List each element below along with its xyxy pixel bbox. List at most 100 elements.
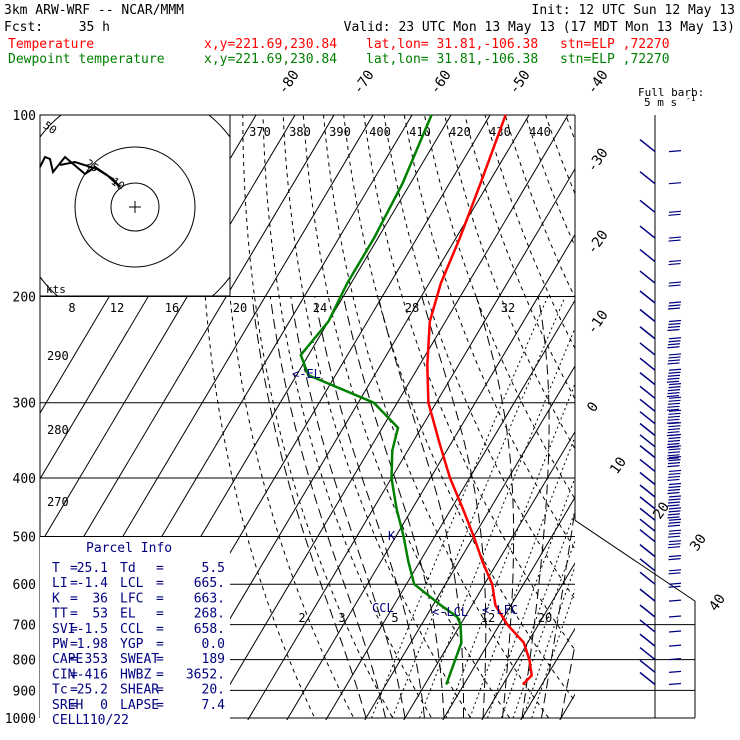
parcel-info-cell: Td xyxy=(120,561,136,576)
isotherm-line xyxy=(208,115,569,720)
wind-barb xyxy=(639,308,682,332)
parcel-info-cell: = xyxy=(70,652,78,667)
wind-barb-flag xyxy=(668,521,681,524)
wind-barb-flag xyxy=(667,359,681,362)
theta-left-label: 270 xyxy=(47,495,69,509)
wind-barb-flag xyxy=(668,582,682,585)
parcel-info-cell: CAPE xyxy=(52,652,83,667)
dry-adiabat xyxy=(383,115,575,601)
wind-barb-flag xyxy=(668,213,681,216)
wind-barb-flag xyxy=(666,457,680,460)
wind-barb-staff xyxy=(639,619,656,633)
wind-barb-flag xyxy=(667,535,681,538)
wind-barb-flag xyxy=(667,428,681,431)
barb-scale-unit-exponent: -1 xyxy=(686,94,696,103)
moist-adiabat xyxy=(251,296,367,719)
pressure-tick-label: 600 xyxy=(13,578,36,593)
theta-label: 380 xyxy=(289,125,311,139)
temperature-trace xyxy=(426,114,534,686)
parcel-info-cell: 268. xyxy=(194,607,225,622)
isotherm-line xyxy=(442,496,575,720)
wind-barb xyxy=(639,471,682,495)
mixing-ratio-line xyxy=(487,476,575,719)
hodograph-ring-label-25: 25 xyxy=(83,157,101,175)
isotherm-line xyxy=(325,299,575,720)
wind-barb-flag xyxy=(668,510,681,513)
parcel-info-cell: CELL xyxy=(52,713,83,728)
wind-barb-flag xyxy=(667,513,681,516)
dry-adiabat xyxy=(262,115,434,720)
wind-barb-flag xyxy=(667,343,681,346)
wind-barb-flag xyxy=(667,346,680,349)
wind-barb-flag xyxy=(667,402,681,405)
wind-barb-staff xyxy=(639,588,656,602)
dry-adiabat xyxy=(565,115,575,142)
wind-barb xyxy=(639,372,682,398)
isotherm-label: -30 xyxy=(584,145,612,175)
wind-barb-staff xyxy=(639,659,656,673)
wind-barb-staff xyxy=(639,290,656,304)
parcel-info-cell: = xyxy=(70,607,78,622)
wind-barb-flag xyxy=(668,262,681,266)
isotherm-label: 20 xyxy=(650,499,673,522)
pressure-tick-label: 500 xyxy=(13,530,36,545)
wind-barb-flag xyxy=(668,353,682,356)
wind-barb-staff xyxy=(639,646,656,661)
wind-barb-flag xyxy=(668,445,682,448)
wind-barb-flag xyxy=(668,448,681,451)
wind-barb-flag xyxy=(668,456,682,459)
wind-barb-flag xyxy=(668,532,681,535)
parcel-info-cell: PW xyxy=(52,637,68,652)
parcel-info-cell: = xyxy=(156,667,164,682)
wind-barb-flag xyxy=(668,682,682,686)
mixing-ratio-label: 8 xyxy=(68,301,75,315)
parcel-info-cell: CCL xyxy=(120,622,144,637)
parcel-info-cell: YGP xyxy=(120,637,144,652)
dry-adiabat xyxy=(423,115,575,500)
wind-barb xyxy=(639,507,682,527)
legend-dewpoint-xy: x,y=221.69,230.84 xyxy=(204,52,337,67)
init-time: Init: 12 UTC Sun 12 May 13 xyxy=(532,3,736,18)
isotherm-label: 0 xyxy=(584,399,602,415)
wind-barb-flag xyxy=(668,436,681,440)
moist-adiabat xyxy=(290,296,406,719)
wind-barb-flag xyxy=(668,150,682,153)
mixing-ratio-line xyxy=(371,296,549,719)
wind-barb-flag xyxy=(667,415,681,418)
wind-barb-flag xyxy=(668,495,682,498)
wind-barb xyxy=(639,571,682,588)
k-index-label: K xyxy=(388,529,396,543)
wind-barb-staff xyxy=(639,434,656,448)
parcel-info-box: Parcel Info T =25.1 Td = 5.5LI =-1.4 LCL = 665.K… xyxy=(40,537,230,728)
wind-barb-staff xyxy=(639,411,656,425)
theta-label: 370 xyxy=(249,125,271,139)
isotherm-label: -10 xyxy=(584,307,612,337)
dry-adiabat xyxy=(403,115,575,550)
wind-barb xyxy=(639,139,682,153)
wind-barb xyxy=(639,270,682,287)
wind-barb-flag xyxy=(667,462,681,465)
mixing-ratio-label: 24 xyxy=(313,301,327,315)
wind-barb-flag xyxy=(668,371,681,374)
moist-adiabat xyxy=(475,296,515,719)
wind-barb xyxy=(639,484,682,507)
wind-barb-flag xyxy=(667,325,681,329)
isotherm-line xyxy=(481,562,575,720)
dry-adiabat xyxy=(545,115,575,195)
wind-barb-flag xyxy=(667,475,681,479)
wind-barb-flag xyxy=(668,422,682,425)
dry-adiabat xyxy=(504,115,575,299)
wind-barb-staff xyxy=(639,372,656,386)
mixing-ratio-label: 16 xyxy=(165,301,179,315)
ccl-label: CCL xyxy=(372,601,394,615)
parcel-info-cell: HWBZ xyxy=(120,667,151,682)
wind-barb-staff xyxy=(639,326,656,340)
pressure-tick-label: 300 xyxy=(13,397,36,412)
wind-barb-staff xyxy=(639,357,656,371)
wind-barb-flag xyxy=(667,405,680,408)
pressure-axis: 100 200 300 400 500 600 700 800 900 1000 xyxy=(5,109,36,727)
moist-adiabat xyxy=(342,296,445,719)
barb-scale-value: 5 m s xyxy=(644,96,677,109)
isotherm-line xyxy=(247,167,575,720)
pressure-tick-label: 800 xyxy=(13,654,36,669)
